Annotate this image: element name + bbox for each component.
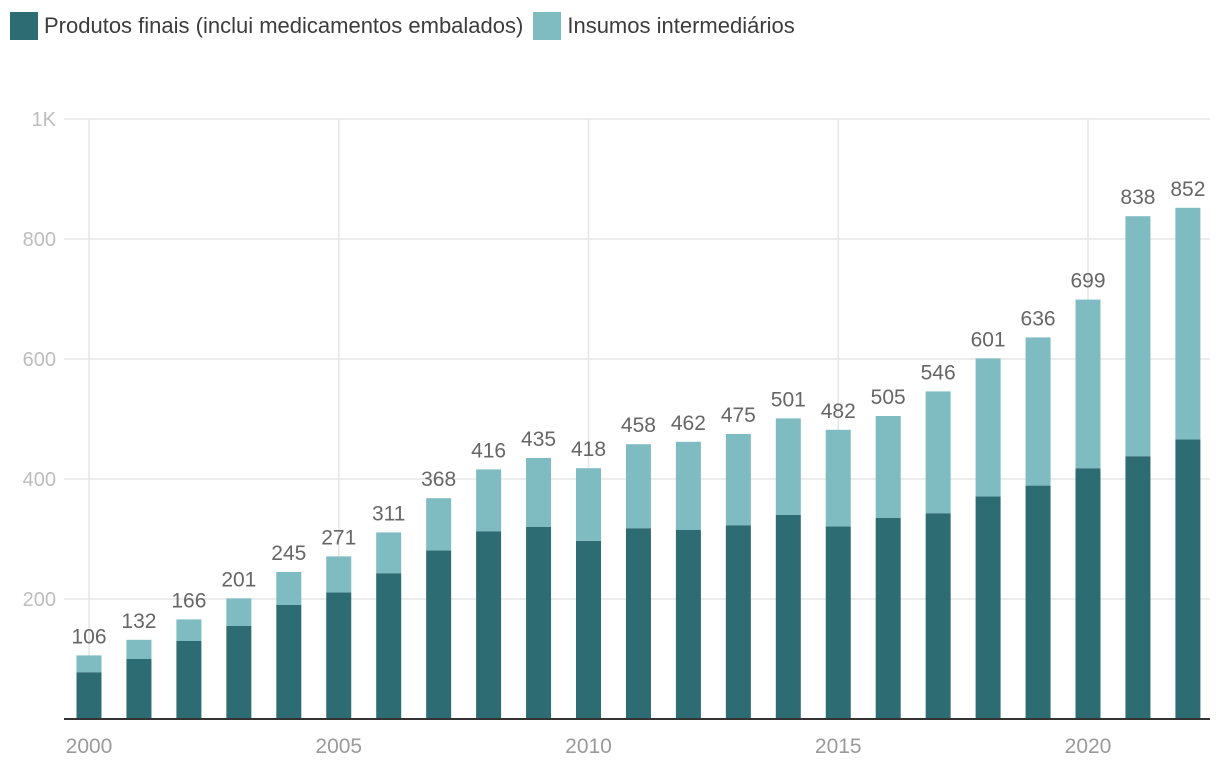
bar-insumos	[1025, 337, 1051, 486]
x-tick-label: 2005	[315, 735, 362, 758]
y-tick-label: 800	[23, 229, 56, 251]
bar-insumos	[576, 468, 601, 541]
bar-insumos	[276, 572, 302, 605]
bar-produtos-finais	[326, 592, 352, 719]
total-data-label: 311	[372, 502, 405, 525]
bar-produtos-finais	[825, 526, 851, 719]
bar-produtos-finais	[76, 672, 102, 719]
y-tick-label: 200	[23, 589, 56, 611]
bar-produtos-finais	[625, 528, 651, 719]
bar-produtos-finais	[176, 641, 202, 719]
bar-insumos	[925, 391, 951, 514]
bar-insumos	[326, 556, 352, 593]
bar-produtos-finais	[526, 527, 552, 719]
bar-produtos-finais	[725, 525, 751, 719]
bar-produtos-finais	[1125, 456, 1151, 719]
legend-item-insumos[interactable]: Insumos intermediários	[533, 12, 795, 40]
bar-produtos-finais	[476, 531, 502, 719]
total-data-label: 201	[221, 568, 256, 591]
bar-insumos	[526, 458, 552, 527]
bar-insumos	[725, 434, 751, 526]
total-data-label: 435	[521, 428, 556, 451]
bar-insumos	[1125, 216, 1151, 457]
x-tick-label: 2015	[815, 735, 862, 758]
bar-produtos-finais	[226, 626, 252, 719]
x-tick-label: 2010	[565, 735, 612, 758]
y-tick-label: 600	[23, 349, 56, 371]
bar-insumos	[675, 441, 701, 530]
legend-item-produtos-finais[interactable]: Produtos finais (inclui medicamentos emb…	[10, 12, 523, 40]
total-data-label: 852	[1170, 178, 1205, 201]
bar-insumos	[875, 416, 901, 518]
total-data-label: 546	[921, 361, 956, 384]
total-data-label: 132	[121, 610, 156, 633]
total-data-label: 166	[171, 589, 206, 612]
x-tick-label: 2000	[66, 735, 113, 758]
bar-insumos	[176, 619, 202, 641]
total-data-label: 418	[571, 438, 606, 461]
legend-label-produtos-finais: Produtos finais (inclui medicamentos emb…	[44, 13, 524, 38]
bar-insumos	[76, 655, 102, 673]
bar-insumos	[126, 639, 152, 659]
total-data-label: 601	[971, 328, 1006, 351]
total-data-label: 699	[1070, 270, 1105, 293]
x-tick-label: 2020	[1065, 735, 1112, 758]
bar-insumos	[426, 498, 452, 551]
bar-produtos-finais	[1075, 468, 1101, 719]
total-data-label: 838	[1120, 186, 1155, 209]
bar-insumos	[1075, 299, 1101, 469]
total-data-label: 245	[271, 542, 306, 565]
total-data-label: 368	[421, 468, 456, 491]
total-data-label: 636	[1021, 307, 1056, 330]
bar-produtos-finais	[576, 540, 601, 719]
total-data-label: 482	[821, 400, 856, 423]
bar-produtos-finais	[925, 513, 951, 719]
bar-produtos-finais	[675, 530, 701, 719]
bar-produtos-finais	[1025, 485, 1051, 719]
bar-insumos	[625, 444, 651, 529]
legend: Produtos finais (inclui medicamentos emb…	[10, 12, 795, 40]
bar-insumos	[476, 469, 502, 532]
bar-produtos-finais	[276, 605, 302, 719]
bar-insumos	[376, 532, 402, 574]
y-tick-label: 400	[23, 469, 56, 491]
legend-swatch-produtos-finais	[10, 12, 38, 40]
legend-swatch-insumos	[533, 12, 562, 40]
legend-label-insumos: Insumos intermediários	[567, 13, 795, 38]
bar-insumos	[775, 418, 801, 515]
bar-insumos	[975, 358, 1001, 497]
bar-produtos-finais	[1175, 439, 1201, 719]
bar-insumos	[1175, 207, 1201, 440]
bar-produtos-finais	[426, 550, 452, 719]
total-data-label: 462	[671, 412, 706, 435]
bar-produtos-finais	[975, 496, 1001, 719]
bar-produtos-finais	[376, 573, 402, 719]
bar-produtos-finais	[126, 659, 152, 719]
bar-insumos	[226, 598, 252, 626]
total-data-label: 106	[71, 625, 106, 648]
total-data-label: 501	[771, 388, 806, 411]
bar-produtos-finais	[775, 515, 801, 719]
bar-produtos-finais	[875, 518, 901, 719]
total-data-label: 475	[721, 404, 756, 427]
bar-insumos	[825, 429, 851, 527]
y-tick-label: 1K	[32, 109, 57, 131]
total-data-label: 458	[621, 414, 656, 437]
total-data-label: 271	[321, 526, 356, 549]
total-data-label: 505	[871, 386, 906, 409]
total-data-label: 416	[471, 439, 506, 462]
